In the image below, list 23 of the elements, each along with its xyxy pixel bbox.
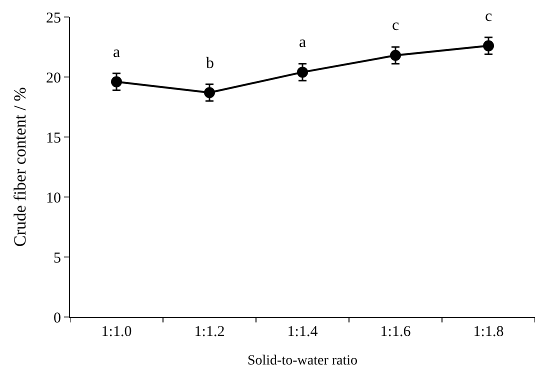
annotation: a: [299, 34, 306, 51]
point: [390, 50, 401, 61]
point: [111, 76, 122, 88]
annotation: c: [485, 8, 492, 25]
annotation: c: [392, 17, 400, 34]
y-tick-label: 15: [46, 130, 61, 146]
x-tick-label: 1:1.4: [287, 324, 318, 340]
x-tick-label: 1:1.8: [473, 324, 504, 340]
y-tick-label: 0: [54, 310, 61, 326]
y-tick-label: 25: [46, 10, 61, 26]
x-axis-title: Solid-to-water ratio: [247, 353, 358, 368]
point: [297, 66, 308, 78]
x-tick-label: 1:1.0: [101, 324, 132, 340]
point: [483, 40, 494, 52]
x-tick-label: 1:1.2: [194, 324, 225, 340]
y-tick-label: 10: [46, 190, 61, 206]
y-tick-label: 5: [54, 250, 61, 266]
y-axis-title: Crude fiber content / %: [10, 87, 30, 247]
annotation: b: [206, 55, 214, 72]
annotation: a: [113, 44, 120, 61]
point: [204, 87, 215, 98]
x-tick-label: 1:1.6: [380, 324, 412, 340]
y-tick-label: 20: [46, 70, 61, 86]
